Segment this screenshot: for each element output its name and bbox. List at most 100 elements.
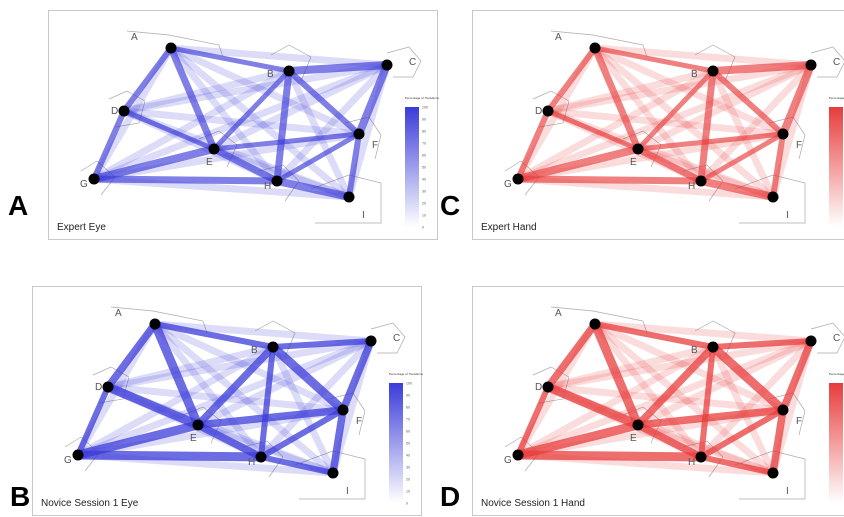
legend-tick: 10 — [422, 214, 426, 218]
edge-faint — [514, 67, 717, 183]
node-label-b: B — [691, 69, 698, 80]
node-label-h: H — [688, 181, 695, 192]
legend-tick: 50 — [422, 166, 426, 170]
outline-shape — [328, 392, 366, 436]
legend-gradient — [829, 383, 843, 503]
legend-tick: 60 — [406, 430, 410, 434]
outline-shape — [810, 322, 844, 354]
edge-faint — [151, 320, 265, 461]
edge-strong — [329, 406, 347, 477]
edge-strong — [168, 45, 292, 74]
node-i — [767, 467, 779, 479]
edge-strong — [592, 321, 716, 350]
outline-shape — [92, 366, 130, 404]
node-label-i: I — [346, 486, 349, 497]
node-g — [512, 173, 524, 185]
outline-shape — [108, 90, 146, 128]
node-label-e: E — [630, 157, 637, 168]
edge-strong — [346, 131, 362, 200]
legend-tick: 0 — [422, 226, 424, 230]
edge-faint — [167, 44, 281, 185]
node-label-h: H — [264, 181, 271, 192]
edge-faint — [269, 343, 337, 477]
edge-faint — [709, 343, 777, 477]
edge-strong — [545, 45, 598, 114]
node-e — [208, 143, 220, 155]
node-label-d: D — [535, 106, 542, 117]
edge-strong — [769, 406, 787, 477]
node-f — [777, 404, 789, 416]
edge-strong — [698, 454, 776, 476]
edge-strong — [258, 407, 346, 460]
edge-faint — [634, 61, 815, 153]
node-label-f: F — [356, 416, 362, 427]
node-layer: A B C D E F G H I — [504, 308, 840, 497]
edge-faint — [591, 44, 705, 185]
edge-strong — [698, 407, 786, 460]
legend-tick: 30 — [422, 190, 426, 194]
node-e — [192, 419, 204, 431]
node-g — [88, 173, 100, 185]
node-b — [707, 65, 719, 77]
node-label-b: B — [267, 69, 274, 80]
edge-strong — [515, 108, 551, 182]
edge-strong — [274, 131, 362, 184]
edge-strong — [211, 131, 362, 152]
edge-strong — [268, 342, 348, 415]
edge-strong — [710, 338, 814, 350]
panel-caption: Novice Session 1 Hand — [481, 498, 585, 509]
legend-tick: 10 — [406, 490, 410, 494]
edge-faint — [120, 61, 391, 115]
outline-shape — [126, 30, 224, 58]
panel-letter-a: A — [8, 190, 29, 221]
legend-tick: 40 — [422, 178, 426, 182]
edge-strong — [355, 61, 391, 138]
panel-caption: Expert Hand — [481, 222, 537, 233]
edge-faint — [90, 67, 293, 183]
outline-shape — [532, 90, 570, 128]
node-label-f: F — [796, 140, 802, 151]
node-label-a: A — [115, 308, 122, 319]
edge-strong — [273, 177, 353, 201]
edge-faint — [591, 44, 777, 201]
node-label-h: H — [248, 457, 255, 468]
outline-shape — [310, 174, 382, 224]
outline-shape — [294, 450, 366, 500]
legend-tick: 80 — [406, 406, 410, 410]
legend-tick: 20 — [422, 202, 426, 206]
node-i — [343, 191, 355, 203]
node-d — [542, 105, 554, 117]
edge-strong — [591, 44, 642, 153]
legend-title: Percentage of Transitions — [405, 96, 439, 100]
node-d — [118, 105, 130, 117]
edge-faint — [634, 337, 815, 429]
outline-shape — [550, 30, 648, 58]
legend-tick: 30 — [406, 466, 410, 470]
node-i — [767, 191, 779, 203]
edge-strong — [194, 421, 265, 461]
outline-shape — [344, 116, 382, 160]
node-label-f: F — [372, 140, 378, 151]
edge-faint — [210, 61, 391, 153]
node-label-e: E — [190, 433, 197, 444]
node-a — [165, 42, 177, 54]
legend-tick: 90 — [422, 118, 426, 122]
outline-shape — [810, 46, 844, 78]
node-label-e: E — [206, 157, 213, 168]
node-d — [542, 381, 554, 393]
edge-strong — [634, 145, 705, 185]
edge-strong — [710, 68, 786, 137]
legend-tick: 40 — [406, 454, 410, 458]
outline-shape — [734, 450, 806, 500]
edge-faint — [591, 320, 705, 461]
edge-faint — [104, 343, 277, 391]
edge-strong — [634, 421, 705, 461]
panel-caption: Novice Session 1 Eye — [41, 498, 139, 509]
legend-tick: 70 — [422, 142, 426, 146]
edge-layer — [90, 44, 391, 201]
edge-strong — [544, 320, 599, 391]
edge-strong — [90, 145, 218, 183]
node-a — [589, 42, 601, 54]
node-label-d: D — [535, 382, 542, 393]
